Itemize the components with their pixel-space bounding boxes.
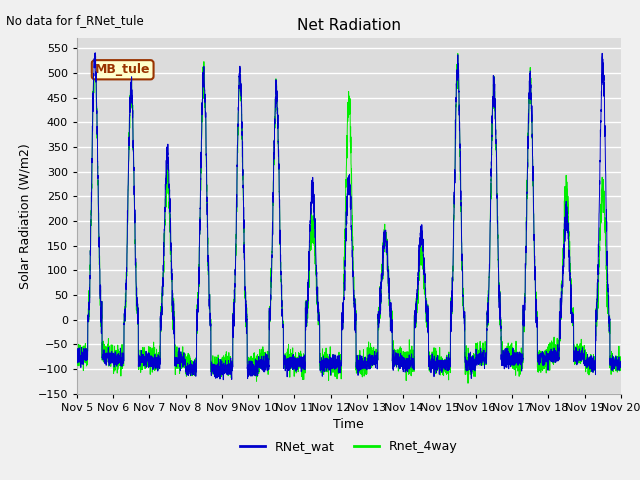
Rnet_4way xyxy=(171,323,179,329)
RNet_wat xyxy=(616,360,624,366)
RNet_wat xyxy=(220,377,227,383)
Line: Rnet_4way: Rnet_4way xyxy=(77,54,621,383)
RNet_wat xyxy=(502,352,509,358)
Text: No data for f_RNet_tule: No data for f_RNet_tule xyxy=(6,14,144,27)
Rnet_4way xyxy=(328,358,336,364)
Y-axis label: Solar Radiation (W/m2): Solar Radiation (W/m2) xyxy=(19,143,32,289)
RNet_wat xyxy=(471,362,479,368)
Rnet_4way xyxy=(454,51,461,57)
RNet_wat xyxy=(73,358,81,363)
Rnet_4way xyxy=(440,357,448,362)
Rnet_4way xyxy=(502,356,509,362)
Title: Net Radiation: Net Radiation xyxy=(297,18,401,33)
Rnet_4way xyxy=(471,365,479,371)
RNet_wat xyxy=(171,356,179,362)
RNet_wat xyxy=(617,361,625,367)
Legend: RNet_wat, Rnet_4way: RNet_wat, Rnet_4way xyxy=(235,435,463,458)
Line: RNet_wat: RNet_wat xyxy=(77,53,621,380)
Rnet_4way xyxy=(73,351,81,357)
Rnet_4way xyxy=(464,380,472,386)
Rnet_4way xyxy=(616,359,624,365)
X-axis label: Time: Time xyxy=(333,418,364,431)
RNet_wat xyxy=(441,362,449,368)
RNet_wat xyxy=(329,365,337,371)
Rnet_4way xyxy=(617,360,625,366)
Text: MB_tule: MB_tule xyxy=(95,63,150,76)
RNet_wat xyxy=(92,50,99,56)
